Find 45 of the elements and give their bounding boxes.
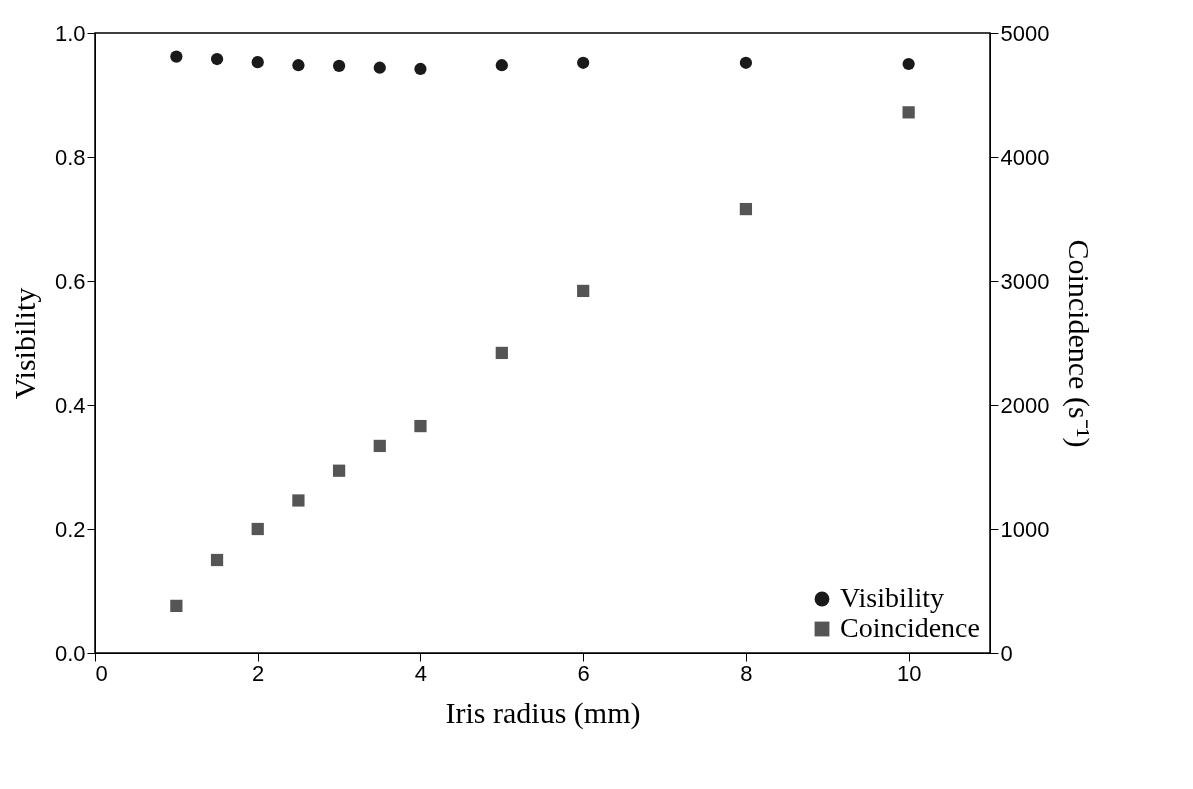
point bbox=[902, 106, 915, 119]
y-tick-label: 0.0 bbox=[54, 640, 86, 666]
point bbox=[414, 419, 427, 433]
point bbox=[577, 56, 590, 69]
y2-axis-title: Coincidence (s⁻¹) bbox=[1062, 239, 1097, 448]
point bbox=[332, 59, 346, 72]
y2-tick-label: 5000 bbox=[1000, 20, 1050, 46]
point bbox=[373, 61, 386, 74]
x-tick-label: 0 bbox=[95, 660, 108, 686]
point bbox=[495, 59, 508, 72]
legend-label: Coincidence bbox=[840, 612, 980, 643]
y-tick-label: 0.8 bbox=[54, 144, 86, 170]
legend-label: Visibility bbox=[840, 582, 945, 613]
point bbox=[251, 56, 264, 69]
point bbox=[739, 56, 753, 69]
point bbox=[251, 522, 264, 536]
y-tick-label: 1.0 bbox=[54, 20, 86, 46]
point bbox=[170, 50, 183, 63]
y-tick-label: 0.6 bbox=[54, 268, 86, 294]
point bbox=[210, 52, 224, 66]
point bbox=[292, 59, 305, 72]
point bbox=[373, 439, 386, 453]
y2-tick-label: 0 bbox=[1000, 640, 1013, 666]
y2-tick-label: 3000 bbox=[1000, 268, 1050, 294]
y2-tick-label: 1000 bbox=[1000, 516, 1050, 542]
point bbox=[170, 599, 183, 612]
point bbox=[902, 57, 915, 71]
y-axis-title: Visibility bbox=[7, 287, 41, 400]
x-tick-label: 8 bbox=[740, 660, 753, 686]
point bbox=[210, 553, 224, 567]
x-tick-label: 6 bbox=[577, 660, 590, 686]
point bbox=[495, 346, 508, 360]
x-axis-title: Iris radius (mm) bbox=[445, 695, 641, 730]
point bbox=[332, 464, 346, 477]
point bbox=[292, 494, 305, 507]
point bbox=[414, 62, 427, 76]
y-tick-label: 0.4 bbox=[54, 392, 86, 418]
y2-tick-label: 4000 bbox=[1000, 144, 1050, 170]
point bbox=[577, 284, 590, 298]
x-tick-label: 4 bbox=[414, 660, 428, 686]
x-tick-label: 10 bbox=[896, 660, 922, 686]
y2-tick-label: 2000 bbox=[1000, 392, 1050, 418]
y-tick-label: 0.2 bbox=[54, 516, 86, 542]
point bbox=[739, 202, 753, 216]
x-tick-label: 2 bbox=[252, 660, 265, 686]
